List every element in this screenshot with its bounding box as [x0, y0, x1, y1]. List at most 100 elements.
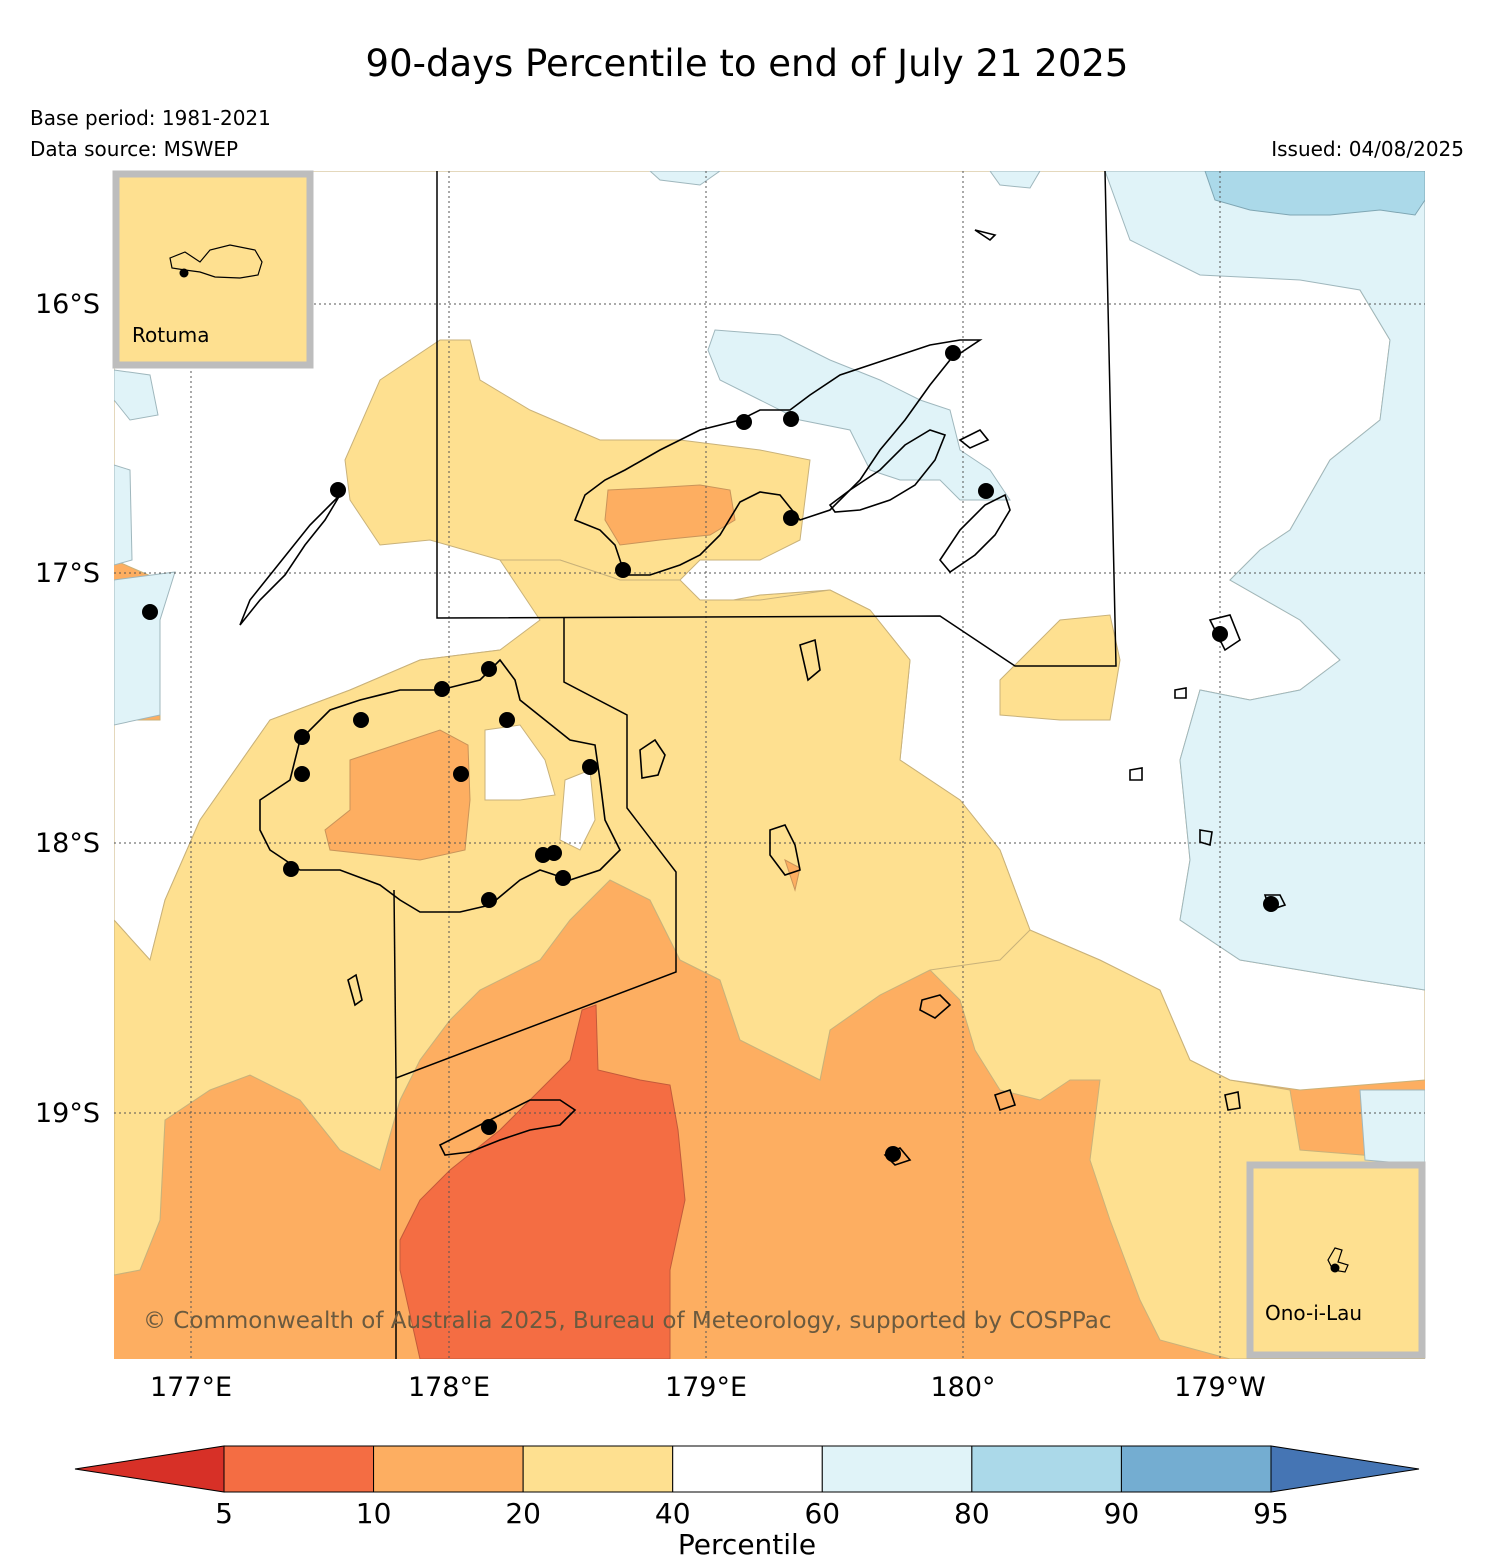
- lau-island-8: [974, 229, 997, 242]
- data-source-text: Data source: MSWEP: [30, 137, 239, 161]
- region-10-20-north: [604, 484, 736, 546]
- station-dot: [330, 482, 346, 498]
- colorbar-segment: [522, 1445, 674, 1493]
- colorbar-tick-label: 20: [505, 1497, 541, 1530]
- region-20-40-east-2: [999, 614, 1121, 721]
- station-dot: [945, 345, 961, 361]
- colorbar-title: Percentile: [678, 1528, 816, 1561]
- region-60-80-southeast: [1359, 1089, 1425, 1166]
- station-dot: [1263, 896, 1279, 912]
- station-dot: [1330, 1263, 1340, 1273]
- station-dot: [294, 729, 310, 745]
- lon-label: 178°E: [408, 1372, 490, 1403]
- map-title: 90-days Percentile to end of July 21 202…: [365, 42, 1129, 85]
- island-outlines: [239, 229, 1287, 1166]
- station-dot: [179, 268, 189, 278]
- region-80-90: [1204, 171, 1425, 216]
- ono-i-lau-inset: Ono-i-Lau: [1246, 1161, 1426, 1359]
- lat-label: 18°S: [35, 828, 100, 859]
- station-dot: [453, 766, 469, 782]
- colorbar-segment: [373, 1445, 524, 1493]
- colorbar-segment: [1120, 1445, 1272, 1493]
- kadavu-outline: [438, 1099, 577, 1156]
- colorbar-tick-label: 10: [356, 1497, 392, 1530]
- yasawa-outline: [239, 494, 341, 626]
- colorbar-segment: [821, 1445, 973, 1493]
- colorbar: 5 10 20 40 60 80 90 95: [74, 1445, 1420, 1530]
- region-60-80-north-strip: [649, 171, 721, 186]
- region-60-80-west-2: [114, 464, 133, 566]
- station-dot: [481, 661, 497, 677]
- region-60-80-vanua: [707, 329, 1011, 501]
- station-dot: [783, 510, 799, 526]
- lon-label: 177°E: [150, 1372, 232, 1403]
- colorbar-tick-label: 90: [1104, 1497, 1140, 1530]
- region-20-40-mid: [114, 559, 1031, 1276]
- map-area: © Commonwealth of Australia 2025, Bureau…: [114, 171, 1425, 1359]
- station-dot: [499, 712, 515, 728]
- region-60-80-northeast: [1104, 171, 1425, 991]
- lat-label: 17°S: [35, 558, 100, 589]
- station-dot: [783, 411, 799, 427]
- division-boundaries: [393, 171, 1117, 1359]
- vanua-levu-outline: [573, 339, 983, 576]
- colorbar-tick-label: 5: [215, 1497, 233, 1530]
- region-5-10: [399, 1004, 686, 1359]
- issued-date-text: Issued: 04/08/2025: [1271, 137, 1464, 161]
- region-40-60-pocket: [484, 724, 556, 801]
- gau-outline: [769, 824, 801, 876]
- colorbar-segment: [971, 1445, 1122, 1493]
- taveuni-outline: [828, 429, 947, 513]
- ono-i-lau-label: Ono-i-Lau: [1265, 1301, 1362, 1325]
- region-10-20-small: [784, 858, 801, 892]
- station-dot: [582, 759, 598, 775]
- station-dot: [481, 1119, 497, 1135]
- station-markers: [142, 345, 1279, 1162]
- colorbar-segment: [672, 1445, 823, 1493]
- colorbar-tick-label: 80: [954, 1497, 990, 1530]
- lon-label: 179°W: [1174, 1372, 1266, 1403]
- koro-outline: [939, 493, 1011, 574]
- matuku-outline: [993, 1088, 1017, 1112]
- station-dot: [142, 604, 158, 620]
- station-dot: [736, 414, 752, 430]
- region-60-80-west: [114, 369, 159, 421]
- lau-island-2: [1129, 767, 1143, 781]
- rotuma-label: Rotuma: [132, 323, 210, 347]
- ovalau-outline: [639, 738, 666, 779]
- lon-label: 179°E: [665, 1372, 747, 1403]
- viti-levu-outline: [259, 658, 621, 913]
- base-period-text: Base period: 1981-2021: [30, 106, 271, 130]
- colorbar-tick-label: 60: [804, 1497, 840, 1530]
- lat-label: 19°S: [35, 1098, 100, 1129]
- colorbar-extend-high: [1270, 1445, 1420, 1493]
- colorbar-extend-low: [74, 1445, 225, 1493]
- station-dot: [294, 766, 310, 782]
- ono-i-lau-island-outline: [1327, 1247, 1349, 1273]
- station-dot: [978, 483, 994, 499]
- colorbar-tick-label: 40: [655, 1497, 691, 1530]
- colorbar-segment: [223, 1445, 375, 1493]
- vatu-ira-island: [958, 428, 990, 449]
- station-dot: [283, 861, 299, 877]
- vatulele-outline: [347, 973, 363, 1007]
- station-dot: [546, 845, 562, 861]
- copyright-text: © Commonwealth of Australia 2025, Bureau…: [143, 1308, 1112, 1334]
- station-dot: [481, 892, 497, 908]
- lau-island-1: [799, 638, 821, 682]
- lon-label: 180°: [930, 1372, 995, 1403]
- region-10-20-vitilevu: [324, 729, 471, 861]
- longitude-labels: 177°E 178°E 179°E 180° 179°W: [150, 1372, 1266, 1403]
- station-dot: [555, 870, 571, 886]
- lau-island-3: [1199, 829, 1213, 847]
- lau-island-6: [1224, 1091, 1241, 1111]
- region-60-80-north-strip-2: [989, 171, 1041, 189]
- station-dot: [353, 712, 369, 728]
- station-dot: [434, 681, 450, 697]
- station-dot: [885, 1146, 901, 1162]
- station-dot: [1212, 626, 1228, 642]
- rotuma-inset: Rotuma: [112, 170, 314, 369]
- lau-island-7: [1174, 687, 1187, 699]
- lat-label: 16°S: [35, 289, 100, 320]
